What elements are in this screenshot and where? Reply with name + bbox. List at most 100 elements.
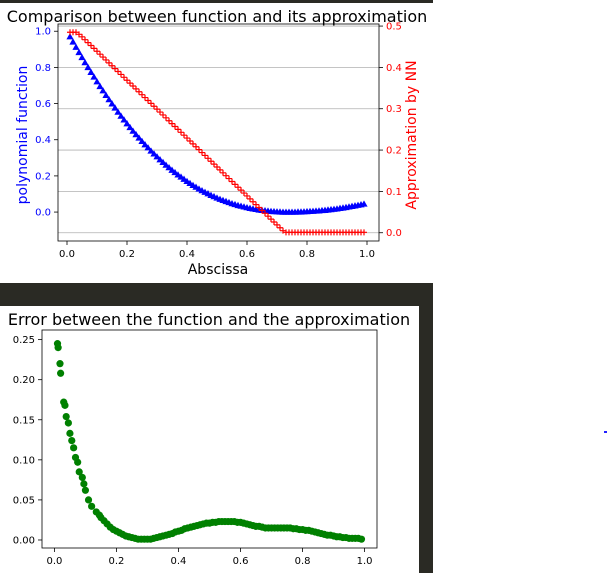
triangle-point	[132, 130, 140, 138]
plus-point	[142, 94, 148, 101]
x-tick-label: 0.4	[179, 249, 195, 260]
plus-point	[121, 74, 127, 81]
y-tick-label: 0.05	[13, 495, 35, 506]
plus-point	[241, 190, 247, 197]
chart-title: Error between the function and the appro…	[8, 310, 410, 329]
plus-point	[79, 33, 85, 40]
plus-point	[193, 143, 199, 150]
triangle-point	[117, 112, 125, 119]
plot-points	[66, 29, 368, 236]
error-point	[84, 496, 93, 504]
triangle-point	[141, 141, 149, 148]
x-tick-label: 0.2	[119, 249, 135, 260]
plus-point	[214, 164, 220, 171]
triangle-point	[102, 91, 110, 98]
chart-title: Comparison between function and its appr…	[7, 7, 428, 26]
y-axis-ticks: 0.00 0.05 0.10 0.15 0.20 0.25	[13, 335, 42, 546]
separator-bar	[0, 283, 433, 306]
triangle-point	[66, 33, 74, 40]
plus-point	[232, 181, 238, 188]
y2-tick-label: 0.4	[386, 63, 402, 74]
y2-axis-label: Approximation by NN	[404, 60, 420, 209]
plus-point	[199, 149, 205, 156]
triangle-point	[360, 200, 368, 207]
x-axis-label: Abscissa	[188, 262, 249, 278]
plus-point	[139, 91, 145, 98]
plus-point	[268, 216, 274, 223]
triangle-point	[81, 58, 89, 66]
plus-point	[262, 210, 268, 217]
x-axis-ticks: 0.0 0.2 0.4 0.6 0.8 1.0	[46, 548, 373, 567]
y-tick-label: 1.0	[35, 27, 51, 38]
x-tick-label: 0.8	[299, 249, 315, 260]
y-tick-label: 0.00	[13, 535, 35, 546]
y2-tick-label: 0.2	[386, 146, 402, 157]
triangle-point	[129, 127, 137, 134]
error-point	[68, 437, 76, 445]
triangle-point	[108, 100, 116, 107]
error-point	[62, 412, 70, 421]
plus-point	[223, 172, 229, 179]
error-point	[54, 344, 62, 352]
plus-point	[274, 221, 280, 228]
x-tick-label: 0.6	[233, 556, 249, 567]
plus-point	[100, 54, 106, 61]
triangle-point	[123, 120, 131, 127]
plus-point	[85, 39, 91, 46]
triangle-point	[159, 158, 167, 166]
y2-tick-label: 0.0	[386, 228, 402, 239]
x-tick-label: 0.0	[59, 249, 75, 260]
plus-point	[169, 120, 175, 127]
plus-point	[178, 129, 184, 136]
y-tick-label: 0.10	[13, 455, 35, 466]
y-tick-label: 0.4	[35, 135, 51, 146]
y2-axis-ticks: 0.0 0.1 0.2 0.3 0.4 0.5	[379, 22, 402, 239]
plus-point	[109, 62, 115, 69]
error-point	[80, 480, 88, 488]
plus-point	[112, 65, 118, 72]
y-tick-label: 0.0	[35, 208, 51, 219]
triangle-point	[105, 95, 113, 103]
top-edge-bar	[0, 0, 433, 3]
stray-mark	[604, 431, 607, 433]
triangle-point	[153, 153, 161, 160]
error-point	[78, 473, 86, 482]
plus-point	[202, 152, 208, 159]
y-tick-label: 0.2	[35, 171, 51, 182]
plus-point	[229, 178, 235, 185]
error-point	[75, 468, 83, 476]
plus-point	[118, 71, 124, 78]
comparison-chart: Comparison between function and its appr…	[7, 7, 428, 278]
plus-point	[157, 109, 163, 116]
plus-point	[196, 146, 202, 153]
plus-point	[106, 59, 112, 66]
plus-point	[133, 85, 139, 92]
y-tick-label: 0.8	[35, 63, 51, 74]
error-point	[357, 535, 366, 543]
plus-point	[247, 195, 253, 202]
plot-frame	[41, 329, 378, 549]
error-point	[56, 360, 64, 368]
plus-point	[82, 36, 88, 43]
x-axis-ticks: 0.0 0.2 0.4 0.6 0.8 1.0	[59, 241, 375, 260]
error-point	[64, 419, 72, 427]
triangle-point	[90, 73, 98, 80]
error-point	[66, 429, 74, 437]
plus-point	[127, 80, 133, 87]
plus-point	[250, 198, 256, 205]
x-tick-label: 0.8	[295, 556, 311, 567]
x-tick-label: 0.6	[239, 249, 255, 260]
y-tick-label: 0.20	[13, 375, 35, 386]
plus-point	[94, 48, 100, 55]
plus-point	[160, 111, 166, 118]
triangle-point	[147, 147, 155, 154]
triangle-point	[135, 134, 143, 141]
plus-point	[277, 224, 283, 231]
triangle-point	[69, 38, 77, 45]
plus-point	[217, 166, 223, 173]
y-tick-label: 0.6	[35, 99, 51, 110]
plus-point	[148, 100, 154, 107]
plus-point	[361, 229, 367, 236]
error-point	[74, 458, 82, 466]
